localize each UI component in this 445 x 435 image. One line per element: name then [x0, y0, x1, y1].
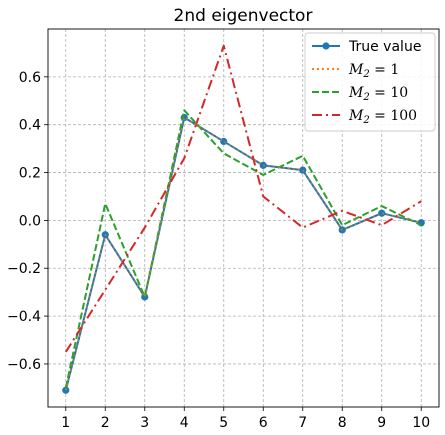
data-point [299, 166, 307, 174]
legend-marker [322, 42, 330, 50]
series-layer [62, 44, 425, 394]
y-tick-label: 0.6 [19, 70, 41, 86]
plot-frame [47, 28, 440, 408]
series-line-0 [64, 116, 422, 391]
x-tick-label: 1 [61, 415, 70, 431]
axes: 1 2 3 4 5 6 7 8 9 10 −0.6 −0.4 −0.2 0.0 0.2 0.4 0.6 [7, 70, 430, 431]
x-tick-label: 4 [180, 415, 189, 431]
series-line-2 [64, 109, 422, 389]
legend-box [304, 32, 436, 132]
x-tick-label: 10 [412, 415, 430, 431]
y-tick-label: −0.6 [7, 357, 41, 373]
y-tick-label: −0.4 [7, 309, 41, 325]
y-tick-label: −0.2 [7, 261, 41, 277]
chart-title: 2nd eigenvector [174, 6, 313, 26]
legend-label: M2 = 1 [348, 62, 399, 80]
series-line-3 [64, 44, 422, 353]
x-tick-label: 7 [298, 415, 307, 431]
x-tick-label: 3 [140, 415, 149, 431]
data-point [378, 209, 386, 217]
x-tick-label: 5 [219, 415, 228, 431]
y-tick-label: 0.0 [19, 213, 41, 229]
x-tick-label: 6 [259, 415, 268, 431]
legend-label: True value [348, 39, 421, 55]
x-tick-label: 2 [101, 415, 110, 431]
legend: True value M2 = 1 M2 = 10 M2 = 100 [304, 32, 436, 132]
legend-label: M2 = 10 [348, 85, 408, 103]
x-tick-label: 9 [377, 415, 386, 431]
legend-label: M2 = 100 [348, 108, 417, 126]
y-tick-label: 0.2 [19, 166, 41, 182]
x-tick-label: 8 [338, 415, 347, 431]
y-tick-label: 0.4 [19, 118, 41, 134]
